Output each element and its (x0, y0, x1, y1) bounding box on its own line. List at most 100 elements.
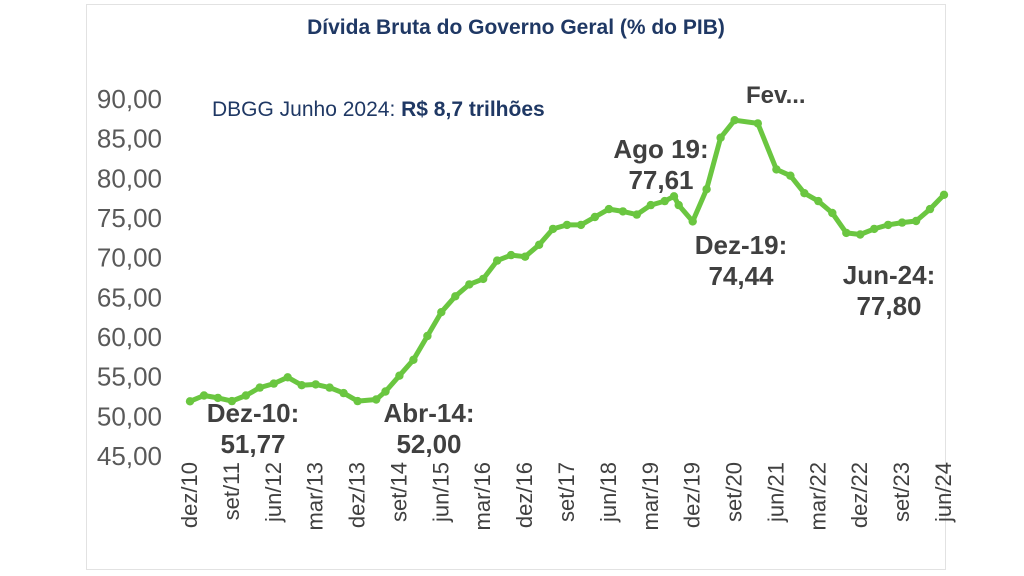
annotation-jun-24: Jun-24: 77,80 (824, 260, 954, 322)
data-point (325, 383, 334, 392)
subtitle-prefix: DBGG Junho 2024: (212, 98, 402, 121)
data-point (772, 165, 781, 174)
annotation-fev: Fev... (746, 80, 826, 111)
data-point (814, 196, 823, 206)
annotation-dez-19: Dez-19: 74,44 (676, 230, 806, 292)
data-point (199, 391, 209, 400)
data-point (646, 200, 655, 210)
x-tick-label: set/11 (219, 462, 244, 520)
data-point (548, 224, 558, 234)
data-point (660, 196, 669, 206)
y-tick-label: 80,00 (97, 163, 162, 193)
y-tick-label: 50,00 (97, 401, 162, 431)
data-point (911, 216, 921, 226)
annotation-label: Ago 19: (613, 134, 709, 164)
x-tick-label: jun/24 (931, 462, 956, 523)
x-tick-label: dez/16 (512, 462, 537, 528)
data-point (576, 220, 586, 230)
data-point (409, 355, 418, 364)
plot-area (185, 116, 949, 406)
annotation-value: 77,61 (628, 165, 694, 195)
x-tick-label: dez/13 (345, 462, 370, 528)
data-point (339, 388, 348, 398)
data-point (688, 217, 697, 226)
annotation-label: Abr-14: (383, 398, 475, 428)
x-axis: dez/10 set/11 jun/12 mar/13 dez/13 set/14 jun/… (177, 462, 956, 530)
data-point (562, 220, 572, 230)
data-point (395, 371, 404, 380)
annotation-dez-10: Dez-10: 51,77 (188, 398, 318, 460)
x-tick-label: set/14 (386, 462, 411, 522)
data-point (800, 189, 809, 198)
x-tick-label: dez/10 (177, 462, 202, 528)
x-tick-label: jun/18 (596, 462, 621, 523)
data-point (702, 185, 711, 194)
data-point (269, 379, 278, 388)
data-point (925, 204, 935, 214)
annotation-value: 74,44 (708, 261, 774, 291)
y-tick-label: 75,00 (97, 203, 162, 233)
data-point (828, 208, 837, 218)
data-point (437, 308, 446, 317)
data-point (842, 228, 851, 238)
data-point (632, 210, 641, 219)
annotation-ago-19: Ago 19: 77,61 (596, 134, 726, 196)
x-tick-label: dez/22 (847, 462, 872, 528)
x-tick-label: mar/22 (805, 462, 830, 530)
data-point (520, 252, 530, 261)
x-tick-label: mar/19 (638, 462, 663, 530)
y-tick-label: 70,00 (97, 243, 162, 273)
annotation-label: Fev... (746, 82, 806, 109)
data-point (479, 274, 488, 284)
data-point (213, 393, 223, 403)
annotation-label: Jun-24: (842, 260, 936, 290)
y-tick-label: 90,00 (97, 84, 162, 114)
x-tick-label: jun/15 (428, 462, 453, 523)
chart-title: Dívida Bruta do Governo Geral (% do PIB) (307, 16, 725, 39)
data-point (297, 381, 306, 390)
data-point (465, 280, 474, 289)
x-tick-label: mar/13 (303, 462, 328, 530)
data-point (311, 380, 320, 389)
y-tick-label: 45,00 (97, 441, 162, 471)
x-tick-label: jun/12 (261, 462, 286, 523)
data-point (493, 256, 502, 265)
data-point (753, 119, 762, 128)
x-tick-label: set/20 (722, 462, 747, 522)
y-tick-label: 85,00 (97, 124, 162, 154)
y-tick-label: 60,00 (97, 322, 162, 352)
data-point (897, 218, 907, 227)
annotation-label: Dez-10: (206, 398, 300, 428)
data-point (185, 397, 195, 406)
data-point (604, 204, 614, 214)
data-point (883, 220, 893, 230)
data-point (618, 207, 628, 216)
data-point (255, 383, 264, 392)
data-point (674, 200, 683, 210)
data-point (372, 395, 381, 404)
data-point (669, 192, 679, 201)
data-point (283, 373, 292, 382)
annotation-value: 51,77 (220, 429, 286, 459)
data-point (716, 133, 725, 142)
x-tick-label: dez/19 (680, 462, 705, 528)
data-point (856, 230, 865, 239)
data-point (241, 391, 251, 400)
data-point (423, 331, 432, 341)
data-point (730, 116, 739, 125)
annotation-value: 77,80 (856, 291, 922, 321)
chart-frame (86, 4, 946, 570)
annotation-abr-14: Abr-14: 52,00 (364, 398, 494, 460)
x-tick-label: jun/21 (763, 462, 788, 523)
y-axis: 45,00 50,00 55,00 60,00 65,00 70,00 75,00 80,00… (97, 84, 162, 471)
subtitle-value: R$ 8,7 trilhões (401, 98, 545, 121)
data-point (786, 171, 795, 180)
data-point (870, 224, 879, 234)
data-point (451, 292, 460, 301)
chart-subtitle: DBGG Junho 2024: R$ 8,7 trilhões (212, 98, 545, 122)
x-tick-label: set/17 (554, 462, 579, 522)
data-point (227, 396, 237, 406)
data-point (590, 212, 600, 222)
annotation-value: 52,00 (396, 429, 462, 459)
